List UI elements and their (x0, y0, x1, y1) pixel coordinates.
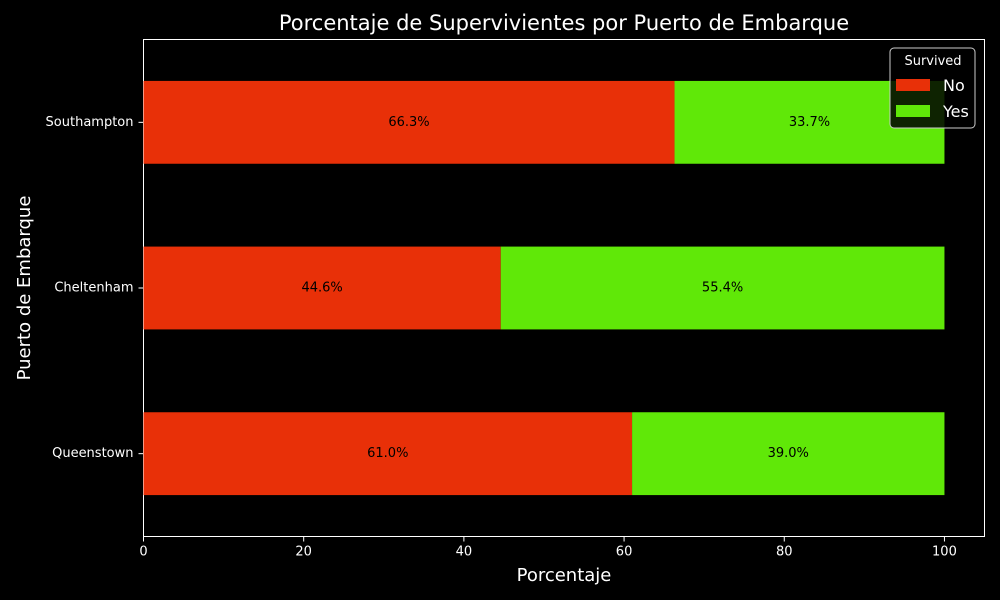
x-axis: 0 20 40 60 80 100 (139, 536, 957, 560)
legend-label-no: No (943, 76, 965, 95)
bar-queenstown-no (143, 412, 633, 496)
bar-southampton-no (143, 80, 675, 164)
x-tick-label-40: 40 (456, 545, 473, 560)
x-tick-label-100: 100 (932, 545, 957, 560)
y-tick-label-queenstown: Queenstown (52, 446, 133, 461)
legend-swatch-no (896, 79, 930, 91)
y-axis-title: Puerto de Embarque (14, 196, 35, 381)
bar-label-southampton-yes: 33.7% (789, 115, 830, 130)
x-tick-label-80: 80 (776, 545, 793, 560)
bar-labels-layer: 66.3% 33.7% 44.6% 55.4% 61.0% 39.0% (301, 115, 830, 461)
bar-queenstown-yes (632, 412, 945, 496)
legend-title: Survived (904, 54, 961, 69)
bar-label-queenstown-no: 61.0% (367, 446, 408, 461)
y-tick-label-southampton: Southampton (46, 115, 134, 130)
chart-title: Porcentaje de Supervivientes por Puerto … (279, 11, 849, 35)
bar-label-queenstown-yes: 39.0% (768, 446, 809, 461)
x-tick-label-0: 0 (139, 545, 147, 560)
x-axis-title: Porcentaje (517, 565, 612, 586)
x-tick-label-60: 60 (616, 545, 633, 560)
y-tick-label-cheltenham: Cheltenham (54, 281, 133, 296)
bar-label-cheltenham-no: 44.6% (301, 281, 342, 296)
x-tick-label-20: 20 (295, 545, 312, 560)
legend-label-yes: Yes (942, 102, 969, 121)
bars-layer (143, 80, 945, 496)
y-axis: Southampton Cheltenham Queenstown (46, 115, 144, 461)
bar-label-cheltenham-yes: 55.4% (702, 281, 743, 296)
legend-swatch-yes (896, 105, 930, 117)
bar-label-southampton-no: 66.3% (388, 115, 429, 130)
bar-cheltenham-yes (500, 246, 945, 330)
legend: Survived No Yes (889, 47, 976, 129)
bar-cheltenham-no (143, 246, 501, 330)
